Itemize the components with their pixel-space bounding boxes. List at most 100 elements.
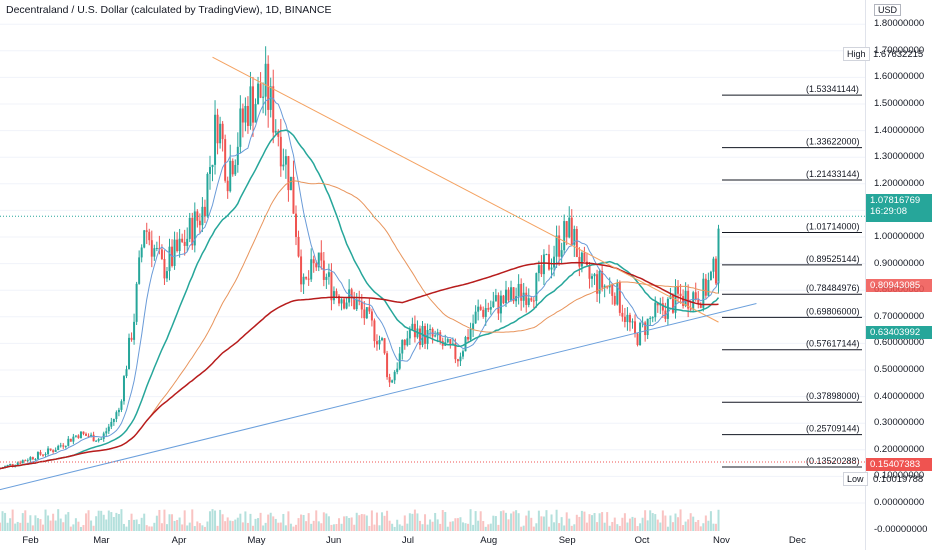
candle-body: [239, 108, 242, 147]
candle-body: [282, 164, 285, 167]
candle-body: [335, 291, 338, 296]
volume-bar: [143, 513, 146, 531]
volume-bar: [573, 524, 576, 531]
volume-bar: [148, 526, 151, 531]
candle-body: [173, 239, 176, 266]
volume-bar: [378, 525, 381, 531]
time-tick-label: Aug: [480, 535, 498, 546]
candle-body: [320, 252, 323, 261]
candle-body: [259, 83, 262, 98]
candle-body: [236, 146, 239, 165]
candle-body: [461, 351, 464, 357]
fib-level-label: (0.13520288): [806, 456, 860, 466]
candle-body: [69, 438, 72, 442]
volume-bar: [487, 524, 490, 531]
candle-body: [573, 228, 576, 245]
candle-body: [307, 278, 310, 280]
volume-bar: [484, 526, 487, 531]
candle-body: [348, 289, 351, 303]
price-tick-label: 1.20000000: [874, 177, 925, 189]
volume-bar: [520, 526, 523, 531]
fib-level-label: (0.57617144): [806, 339, 860, 349]
volume-bar: [320, 523, 323, 531]
volume-bar: [659, 522, 662, 531]
candle-body: [714, 258, 717, 284]
volume-bar: [568, 518, 571, 531]
candle-body: [492, 301, 495, 308]
candle-body: [446, 339, 449, 343]
volume-bar: [272, 516, 275, 531]
prev-close-tag: 0.15407383: [866, 458, 932, 471]
volume-bar: [512, 511, 515, 531]
volume-bar: [305, 521, 308, 531]
candle-body: [107, 426, 110, 432]
volume-bar: [704, 515, 707, 531]
candle-body: [42, 454, 45, 456]
candle-body: [472, 323, 475, 330]
candle-body: [214, 114, 217, 165]
volume-bar: [436, 519, 439, 531]
candle-body: [575, 228, 578, 258]
volume-bar: [479, 511, 482, 531]
volume-bar: [282, 513, 285, 531]
volume-bar: [522, 525, 525, 531]
candle-body: [221, 123, 224, 140]
candle-body: [312, 259, 315, 264]
volume-bar: [585, 522, 588, 531]
candle-body: [272, 86, 275, 133]
volume-bar: [707, 520, 710, 531]
price-tick-label: 0.60000000: [874, 337, 925, 349]
volume-bar: [1, 511, 4, 531]
fib-level-label: (1.33622000): [806, 137, 860, 147]
candle-body: [558, 235, 561, 257]
volume-bar: [398, 524, 401, 531]
candle-body: [712, 258, 715, 272]
candle-body: [49, 448, 52, 451]
candle-body: [85, 433, 88, 436]
volume-bar: [578, 516, 581, 531]
volume-bar: [507, 519, 510, 531]
volume-bar: [525, 515, 528, 531]
price-tick-label: 1.60000000: [874, 71, 925, 83]
plot-area[interactable]: (1.53341144) (1.33622000) (1.21433144) (1.0…: [0, 0, 865, 550]
candle-body: [434, 335, 437, 337]
ascending-trendline: [0, 303, 757, 491]
volume-bar: [158, 509, 161, 531]
candle-body: [178, 238, 181, 251]
price-tick-label: 1.80000000: [874, 18, 925, 30]
volume-bar: [100, 510, 103, 531]
candle-body: [510, 287, 513, 301]
candle-body: [67, 438, 70, 446]
candle-body: [467, 337, 470, 340]
volume-bar: [527, 510, 530, 531]
volume-bar: [105, 519, 108, 531]
volume-bar: [459, 517, 462, 531]
time-tick-label: Apr: [171, 535, 187, 546]
volume-bar: [656, 519, 659, 531]
volume-bar: [11, 509, 14, 531]
candle-body: [386, 353, 389, 378]
candle-body: [684, 290, 687, 307]
volume-bar: [79, 526, 82, 531]
volume-bar: [221, 514, 224, 531]
volume-bar: [697, 520, 700, 531]
candle-body: [112, 418, 115, 422]
volume-bar: [350, 517, 353, 531]
price-axis[interactable]: USD 1.80000000 1.70000000 1.60000000 1.5000…: [865, 0, 932, 550]
candle-body: [140, 247, 143, 258]
volume-bar: [555, 509, 558, 531]
candle-body: [646, 318, 649, 336]
price-tick-label: 0.00000000: [874, 497, 925, 508]
volume-bar: [482, 521, 485, 531]
candle-body: [143, 230, 146, 248]
candle-body: [482, 309, 485, 317]
volume-bar: [107, 510, 110, 531]
candle-body: [196, 211, 199, 221]
sma-slow-line: [0, 180, 719, 469]
volume-bar: [315, 510, 318, 531]
volume-bar: [226, 517, 229, 531]
volume-bar: [669, 515, 672, 531]
volume-bar: [542, 516, 545, 531]
volume-bar: [310, 523, 313, 531]
candle-body: [507, 289, 510, 301]
